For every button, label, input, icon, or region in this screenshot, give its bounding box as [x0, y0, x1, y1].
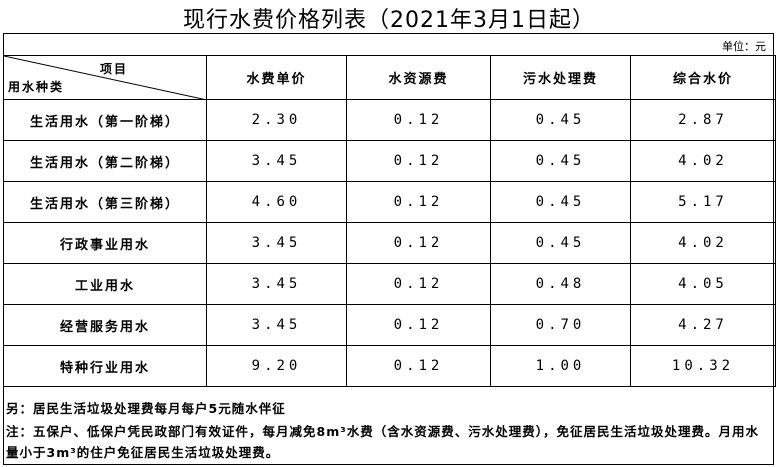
price-cell: 0.12	[346, 263, 491, 305]
unit: 单位：元	[722, 40, 766, 53]
price-cell: 0.45	[490, 181, 631, 223]
price-cell: 4.27	[630, 304, 776, 346]
price-cell: 0.12	[346, 222, 491, 264]
category-cell: 生活用水（第二阶梯）	[3, 140, 207, 182]
price-cell: 0.12	[346, 345, 491, 387]
category-label: 用水种类	[8, 80, 65, 94]
table-row: 生活用水（第二阶梯） 3.45 0.12 0.45 4.02	[3, 140, 776, 182]
price-cell: 0.12	[346, 181, 491, 223]
category-cell: 生活用水（第三阶梯）	[3, 181, 207, 223]
price-cell: 0.48	[490, 263, 631, 305]
price-cell: 10.32	[630, 345, 776, 387]
table-row: 生活用水（第三阶梯） 4.60 0.12 0.45 5.17	[3, 181, 776, 223]
price-table: 项目 用水种类 水费单价 水资源费 污水处理费 综合水价 生活用水（第一阶梯） 2.30…	[3, 55, 776, 387]
price-cell: 3.45	[206, 140, 347, 182]
column-header: 综合水价	[630, 55, 776, 100]
price-cell: 1.00	[490, 345, 631, 387]
category-cell: 行政事业用水	[3, 222, 207, 264]
table-row: 特种行业用水 9.20 0.12 1.00 10.32	[3, 345, 776, 387]
price-cell: 4.02	[630, 140, 776, 182]
category-cell: 特种行业用水	[3, 345, 207, 387]
price-cell: 0.12	[346, 304, 491, 346]
table-row: 工业用水 3.45 0.12 0.48 4.05	[3, 263, 776, 305]
price-cell: 0.70	[490, 304, 631, 346]
table-row: 经营服务用水 3.45 0.12 0.70 4.27	[3, 304, 776, 346]
column-header: 水费单价	[206, 55, 347, 100]
column-header: 水资源费	[346, 55, 491, 100]
price-cell: 4.60	[206, 181, 347, 223]
column-header: 污水处理费	[490, 55, 631, 100]
price-cell: 0.45	[490, 222, 631, 264]
category-cell: 生活用水（第一阶梯）	[3, 99, 207, 141]
title: 现行水费价格列表（2021年3月1日起）	[183, 8, 595, 33]
price-cell: 0.12	[346, 99, 491, 141]
table-row: 生活用水（第一阶梯） 2.30 0.12 0.45 2.87	[3, 99, 776, 141]
price-cell: 4.02	[630, 222, 776, 264]
price-cell: 3.45	[206, 222, 347, 264]
note: 注：五保户、低保户凭民政部门有效证件，每月减免8m³水费（含水资源费、污水处理费…	[6, 424, 759, 460]
header-row: 项目 用水种类 水费单价 水资源费 污水处理费 综合水价	[3, 55, 776, 100]
price-cell: 0.12	[346, 140, 491, 182]
note: 另：居民生活垃圾处理费每月每户5元随水伴征	[6, 401, 286, 416]
diag-line	[4, 56, 207, 100]
price-cell: 2.30	[206, 99, 347, 141]
price-cell: 3.45	[206, 263, 347, 305]
category-cell: 经营服务用水	[3, 304, 207, 346]
price-cell: 2.87	[630, 99, 776, 141]
table-row: 行政事业用水 3.45 0.12 0.45 4.02	[3, 222, 776, 264]
price-cell: 5.17	[630, 181, 776, 223]
price-cell: 0.45	[490, 99, 631, 141]
price-cell: 3.45	[206, 304, 347, 346]
category-cell: 工业用水	[3, 263, 207, 305]
price-cell: 9.20	[206, 345, 347, 387]
item-label: 项目	[99, 62, 128, 76]
diag-cell: 项目 用水种类	[3, 55, 207, 100]
price-cell: 0.45	[490, 140, 631, 182]
price-cell: 4.05	[630, 263, 776, 305]
